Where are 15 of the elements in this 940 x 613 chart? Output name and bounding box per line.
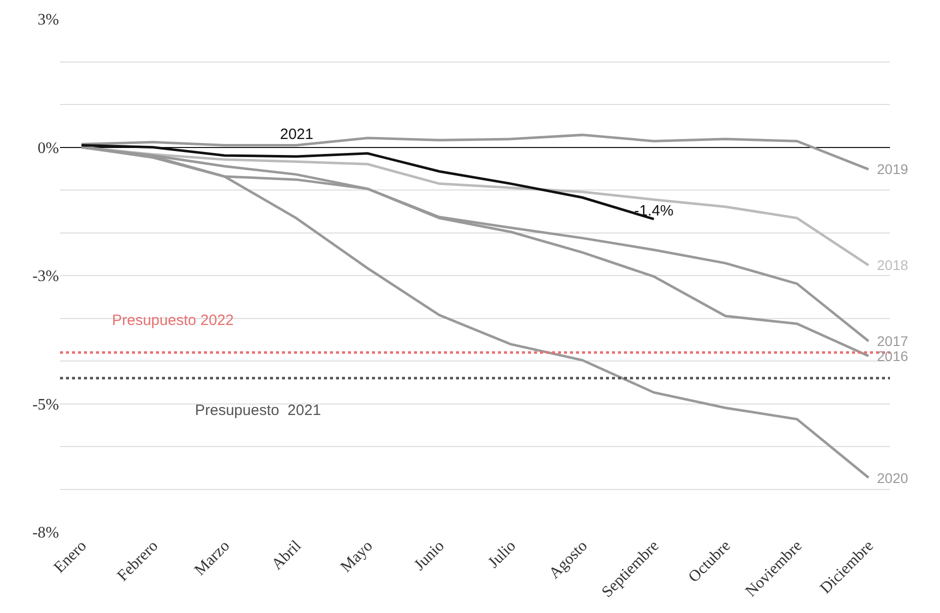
y-tick-label: -3% [32, 268, 59, 286]
x-tick-label: Julio [485, 537, 520, 572]
ref-line-label: Presupuesto 2021 [195, 402, 321, 419]
series-label: 2019 [877, 161, 908, 177]
y-tick-label: -8% [32, 524, 59, 542]
series-label: 2016 [877, 348, 908, 364]
series-label: 2021 [280, 126, 314, 143]
data-label: -1.4% [634, 202, 674, 220]
series-label: 2017 [877, 333, 908, 349]
y-tick-label: -5% [32, 396, 59, 414]
series-label: 2018 [877, 257, 908, 273]
y-tick-label: 0% [38, 140, 59, 157]
ref-line-label: Presupuesto 2022 [112, 312, 234, 329]
y-tick-label: 3% [38, 12, 59, 29]
series-label: 2020 [877, 470, 908, 486]
